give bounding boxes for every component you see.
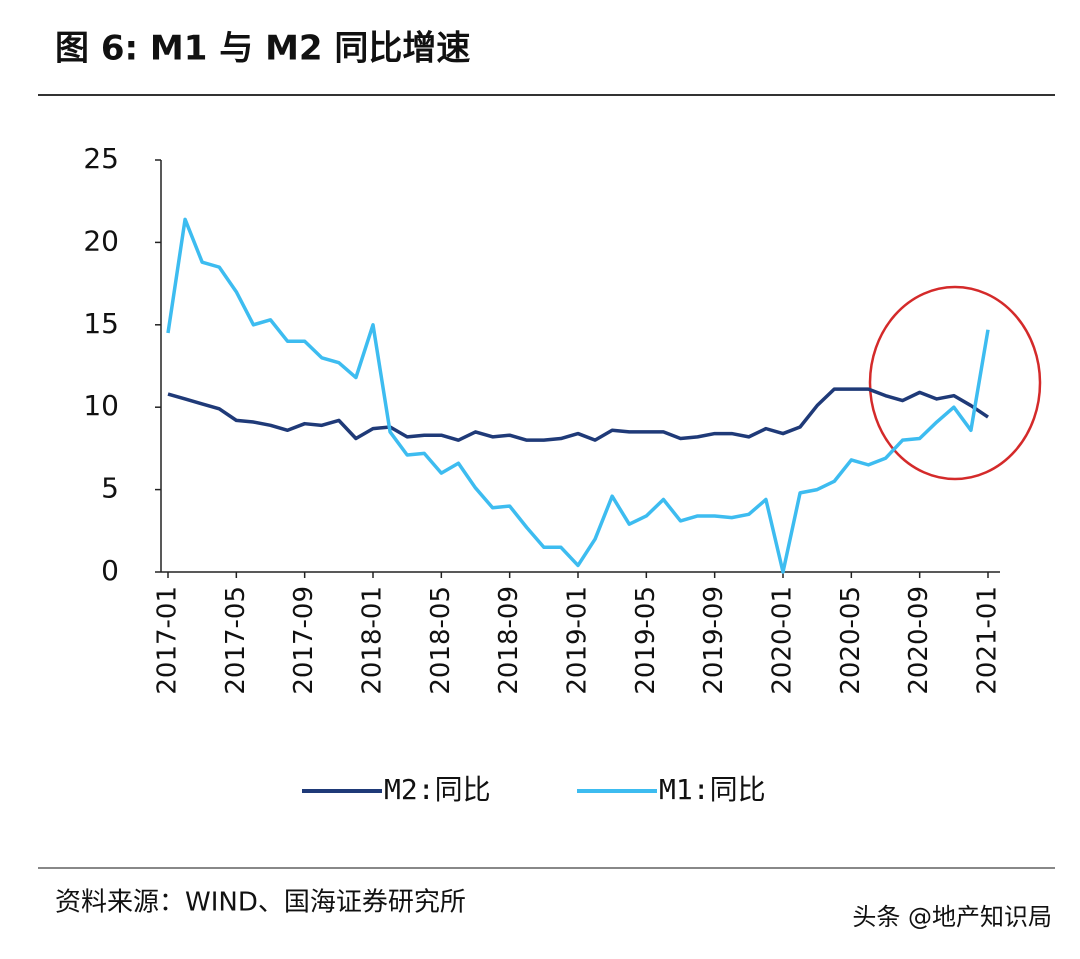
x-tick-label: 2020-05 bbox=[836, 586, 866, 695]
highlight-circle bbox=[868, 285, 1042, 481]
x-tick-label: 2020-09 bbox=[904, 586, 934, 695]
x-tick-label: 2017-05 bbox=[221, 586, 251, 695]
x-tick-label: 2018-09 bbox=[494, 586, 524, 695]
series-line bbox=[166, 217, 990, 574]
y-tick-label: 10 bbox=[83, 389, 119, 422]
x-tick-label: 2021-01 bbox=[973, 586, 1003, 695]
x-tick-label: 2019-09 bbox=[699, 586, 729, 695]
x-tick-label: 2018-01 bbox=[358, 586, 388, 695]
x-tick-label: 2019-01 bbox=[563, 586, 593, 695]
legend: M2:同比 M1:同比 bbox=[302, 773, 766, 806]
legend-label: M2:同比 bbox=[384, 773, 491, 806]
y-tick-label: 0 bbox=[101, 554, 119, 587]
chart-title: 图 6: M1 与 M2 同比增速 bbox=[55, 29, 470, 69]
x-tick-label: 2017-01 bbox=[153, 586, 183, 695]
series-line bbox=[167, 387, 989, 442]
y-tick-label: 25 bbox=[83, 142, 119, 175]
source: 资料来源：WIND、国海证券研究所 bbox=[55, 888, 466, 918]
y-tick-label: 15 bbox=[83, 307, 119, 340]
x-tick-label: 2020-01 bbox=[768, 586, 798, 695]
y-tick-label: 20 bbox=[83, 224, 119, 257]
y-tick-label: 5 bbox=[101, 472, 119, 505]
watermark: 头条 @地产知识局 bbox=[852, 903, 1052, 931]
x-tick-label: 2019-05 bbox=[631, 586, 661, 695]
x-tick-label: 2017-09 bbox=[289, 586, 319, 695]
legend-label: M1:同比 bbox=[659, 773, 766, 806]
x-tick-label: 2018-05 bbox=[426, 586, 456, 695]
